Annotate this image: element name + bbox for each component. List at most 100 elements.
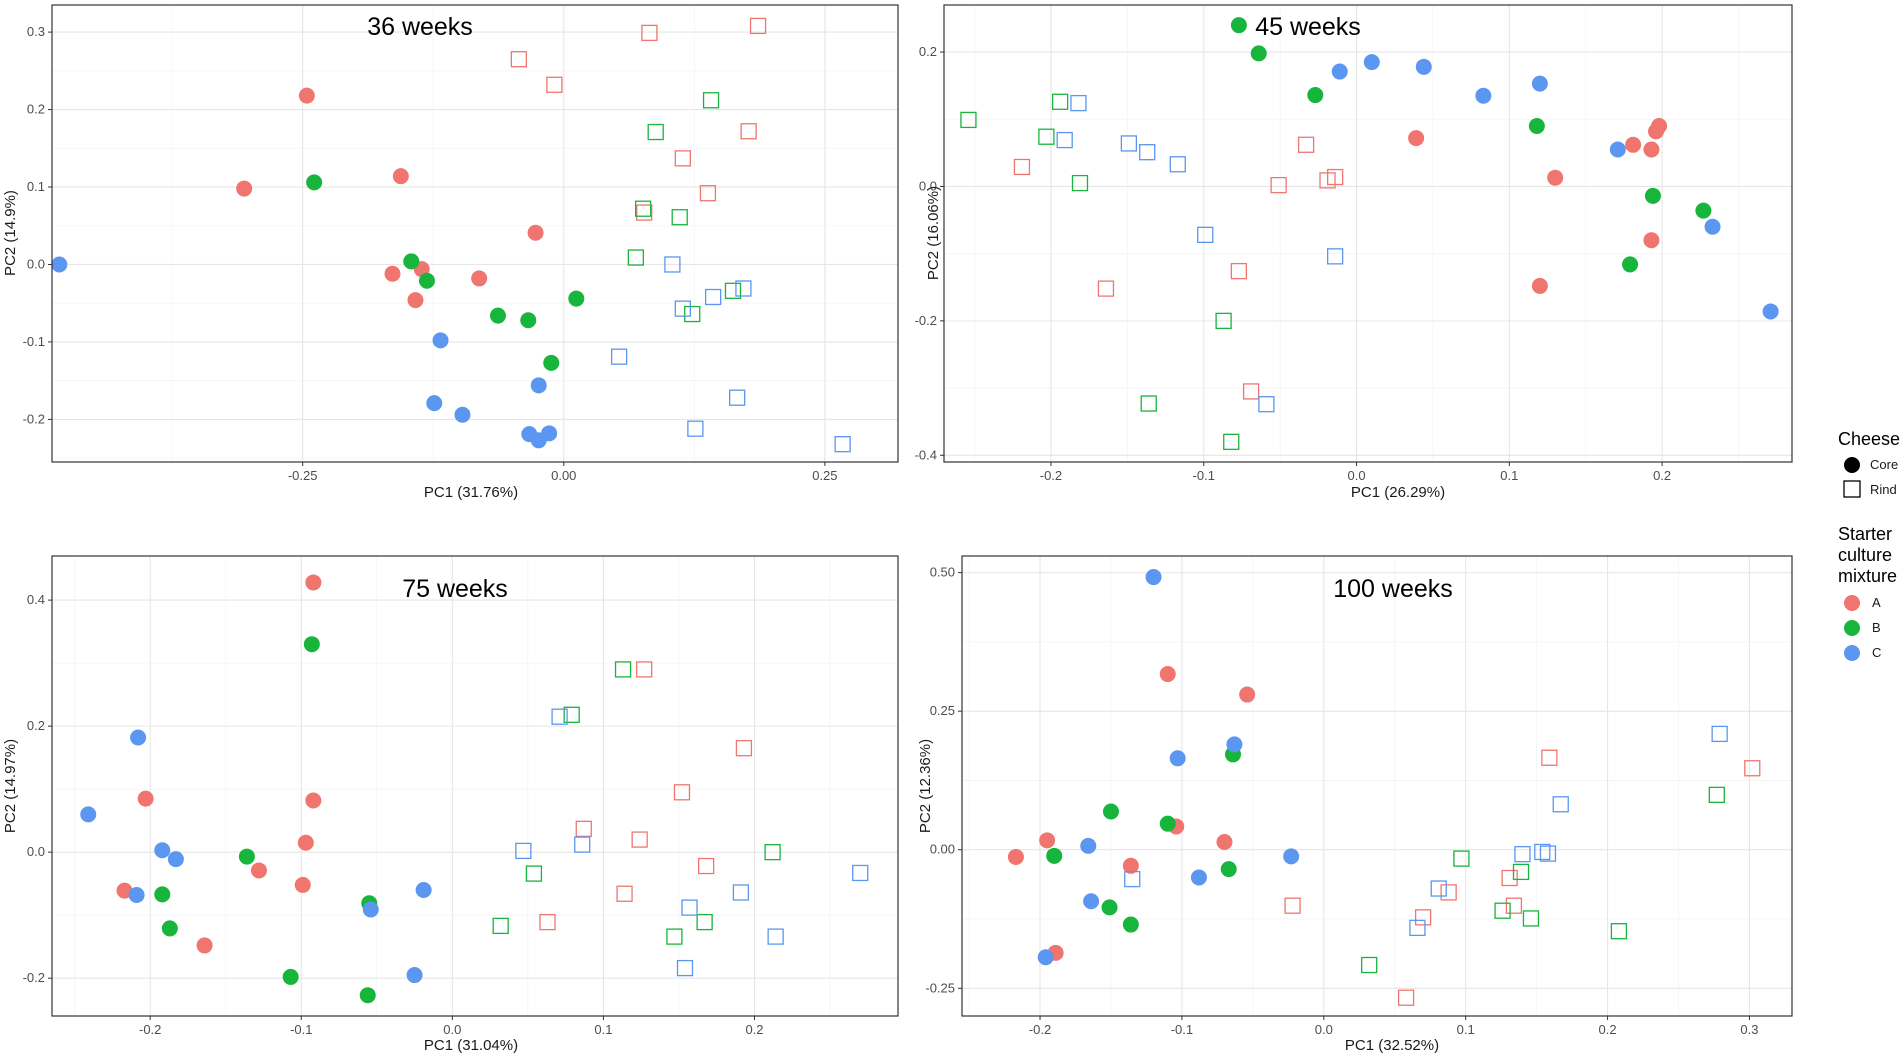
point-rind-C: [767, 928, 784, 945]
x-axis-label: PC1 (31.76%): [424, 484, 518, 501]
point-core-B: [161, 920, 178, 937]
point-rind-C: [704, 288, 722, 306]
data-points: [80, 574, 869, 1004]
point-core-A: [1643, 141, 1660, 158]
point-core-C: [1283, 848, 1300, 865]
point-rind-A: [1505, 897, 1523, 914]
point-core-A: [1216, 833, 1233, 850]
y-tick-label: 0.0: [919, 178, 937, 193]
point-rind-B: [647, 123, 664, 141]
point-core-A: [1007, 848, 1024, 865]
point-rind-C: [834, 436, 851, 453]
point-core-C: [1415, 58, 1432, 75]
x-tick-label: 0.2: [745, 1022, 763, 1037]
y-tick-label: -0.1: [23, 334, 45, 349]
point-rind-B: [1453, 850, 1470, 867]
point-rind-A: [740, 123, 757, 140]
point-core-A: [305, 792, 322, 809]
point-core-A: [1531, 277, 1548, 294]
point-core-C: [1363, 54, 1380, 71]
point-rind-C: [687, 420, 704, 437]
point-rind-C: [1070, 94, 1087, 112]
y-tick-label: 0.00: [930, 842, 955, 857]
point-rind-C: [1534, 843, 1551, 861]
point-rind-C: [515, 842, 532, 860]
legend-b-label: B: [1872, 620, 1881, 635]
point-core-A: [1408, 130, 1425, 147]
point-rind-B: [1140, 395, 1157, 412]
point-core-C: [406, 967, 423, 984]
y-tick-label: 0.0: [27, 844, 45, 859]
point-rind-B: [696, 913, 713, 931]
x-tick-label: -0.2: [139, 1022, 161, 1037]
point-core-C: [415, 881, 432, 898]
point-rind-B: [563, 706, 580, 723]
plot-border: [51, 4, 899, 463]
point-rind-C: [610, 348, 628, 365]
point-rind-A: [1414, 909, 1432, 926]
panel-title: 100 weeks: [1333, 575, 1453, 603]
point-rind-C: [681, 899, 698, 916]
point-rind-A: [1297, 136, 1315, 153]
point-rind-A: [1501, 869, 1518, 887]
point-rind-A: [1440, 884, 1457, 901]
point-rind-C: [1514, 846, 1531, 863]
point-core-A: [1122, 857, 1139, 874]
point-core-A: [250, 862, 267, 879]
point-core-B: [418, 272, 435, 289]
panel-3: -0.2 -0.1 0.0 0.1 0.2 -0.2 0.0 0.2 0.4 75 weeks PC…: [2, 555, 899, 1054]
point-core-B: [520, 312, 537, 329]
point-rind-C: [735, 280, 752, 297]
point-core-A: [305, 574, 322, 591]
point-core-A: [392, 168, 409, 185]
panel-4: -0.2 -0.1 0.0 0.1 0.2 0.3 -0.25 0.00 0.25 0.50 100…: [917, 555, 1793, 1054]
point-rind-A: [674, 150, 691, 167]
point-core-B: [1622, 256, 1639, 273]
point-core-C: [167, 851, 184, 868]
point-core-C: [454, 406, 471, 423]
point-rind-A: [1541, 749, 1558, 766]
point-core-B: [1644, 187, 1661, 204]
point-rind-B: [1512, 863, 1530, 881]
point-core-C: [426, 395, 443, 412]
legend-c-label: C: [1872, 645, 1881, 660]
y-axis-label: PC2 (12.36%): [917, 739, 934, 833]
plot-border: [943, 4, 1793, 463]
point-core-B: [1220, 861, 1237, 878]
point-rind-C: [1430, 880, 1447, 897]
point-rind-B: [627, 249, 644, 266]
point-rind-B: [671, 209, 688, 226]
x-tick-label: -0.2: [1040, 468, 1062, 483]
panel-title: 75 weeks: [402, 575, 508, 603]
point-core-A: [1625, 136, 1642, 153]
point-rind-B: [1494, 902, 1511, 919]
point-core-B: [543, 354, 560, 371]
y-tick-label: 0.3: [27, 24, 45, 39]
point-core-A: [471, 270, 488, 287]
point-rind-B: [1215, 312, 1232, 330]
point-rind-B: [1522, 910, 1540, 927]
point-rind-A: [1744, 760, 1761, 777]
point-core-A: [1651, 117, 1668, 134]
y-tick-label: 0.50: [930, 565, 955, 580]
point-core-A: [137, 790, 154, 807]
plot-background: [944, 5, 1792, 462]
point-core-C: [432, 332, 449, 349]
point-rind-A: [1242, 383, 1260, 400]
y-axis-label: PC2 (14.97%): [2, 739, 19, 833]
point-rind-C: [574, 836, 591, 853]
point-core-C: [1531, 75, 1548, 92]
point-rind-B: [1610, 923, 1628, 940]
point-core-C: [1475, 87, 1492, 104]
point-rind-C: [729, 389, 746, 406]
point-core-B: [282, 968, 299, 985]
plot-background: [962, 556, 1792, 1016]
panels-group: -0.25 0.00 0.25 -0.2 -0.1 0.0 0.1 0.2 0.3 36 week…: [2, 4, 1793, 1054]
point-rind-B: [684, 305, 701, 323]
point-core-C: [1226, 736, 1243, 753]
point-rind-B: [1361, 956, 1378, 974]
point-rind-A: [1284, 897, 1301, 914]
legend-starter-title-line3: mixture: [1838, 566, 1897, 586]
point-core-A: [236, 180, 253, 197]
